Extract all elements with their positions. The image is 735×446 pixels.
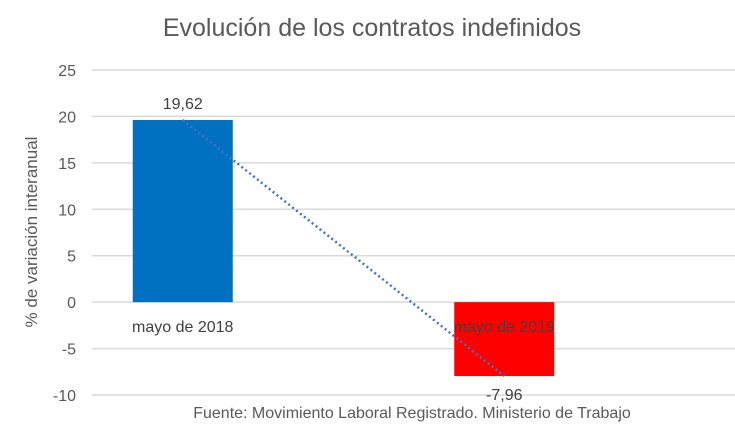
- y-tick-label: -10: [53, 388, 76, 405]
- chart-title: Evolución de los contratos indefinidos: [163, 14, 581, 42]
- y-tick-label: -5: [62, 342, 76, 359]
- y-tick-label: 25: [58, 63, 76, 80]
- data-label: -7,96: [486, 387, 523, 404]
- data-label: 19,62: [163, 96, 203, 113]
- category-label: mayo de 2018: [132, 319, 234, 336]
- y-tick-label: 15: [58, 156, 76, 173]
- y-tick-label: 20: [58, 109, 76, 126]
- source-footnote: Fuente: Movimiento Laboral Registrado. M…: [193, 405, 631, 422]
- category-label: mayo de 2019: [454, 319, 556, 336]
- y-tick-label: 0: [67, 295, 76, 312]
- bar-1: [132, 119, 233, 303]
- y-tick-label: 10: [58, 202, 76, 219]
- bar-2: [454, 302, 555, 377]
- trendline: [181, 118, 506, 378]
- y-axis-label: % de variación interanual: [22, 137, 41, 328]
- y-tick-label: 5: [67, 249, 76, 266]
